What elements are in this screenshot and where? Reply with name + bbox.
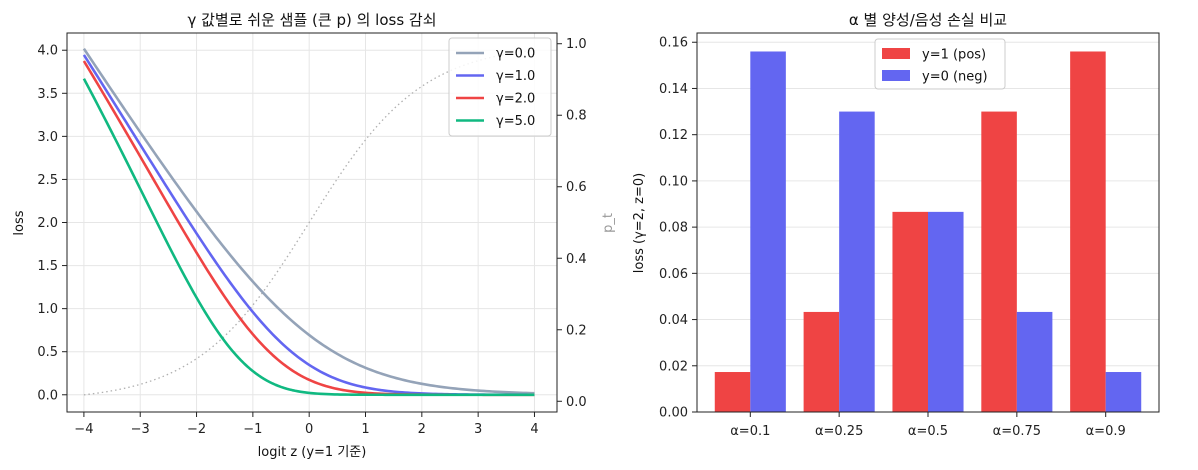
neg-bar [750,51,786,413]
right-y-ticks: 0.00 0.02 0.04 0.06 0.08 0.10 0.12 0.14 0.16 [659,36,697,421]
right-y-tick-label: 0.04 [659,313,688,328]
right-y-tick-label: 0.02 [659,359,688,374]
right-y-tick-label: 0.16 [659,36,688,51]
right-y-tick-label: 0.14 [659,82,688,97]
left-right-y-tick-label: 1.0 [566,37,587,52]
left-y-ticks: 0.0 0.5 1.0 1.5 2.0 2.5 3.0 3.5 4.0 [37,44,67,403]
left-chart: γ 값별로 쉬운 샘플 (큰 p) 의 loss 감쇠 −4 −3 −2 −1 0 1 2 3… [12,11,616,460]
right-x-tick-label: α=0.5 [908,424,948,439]
neg-bar [1105,372,1142,412]
right-legend-label: y=0 (neg) [922,70,988,85]
left-x-tick-label: 1 [361,422,369,437]
left-y-tick-label: 4.0 [37,44,58,59]
left-y-tick-label: 0.0 [37,388,58,403]
left-legend-label: γ=5.0 [496,114,535,129]
left-right-y-tick-label: 0.8 [566,109,587,124]
left-legend-label: γ=1.0 [496,69,535,84]
left-legend-label: γ=0.0 [496,47,535,62]
left-legend-label: γ=2.0 [496,92,535,107]
left-right-y-tick-label: 0.6 [566,180,587,195]
left-right-y-axis-label: p_t [601,213,616,233]
left-y-tick-label: 2.0 [37,216,58,231]
right-x-tick-label: α=0.25 [815,424,863,439]
pos-bar [803,311,840,412]
left-x-tick-label: 2 [418,422,426,437]
right-x-tick-label: α=0.75 [993,424,1041,439]
loss-curve-gamma-0 [82,47,535,395]
left-legend: γ=0.0 γ=1.0 γ=2.0 γ=5.0 [448,37,552,137]
loss-curve-gamma-3 [82,78,535,397]
left-y-tick-label: 1.0 [37,302,58,317]
right-legend-label: y=1 (pos) [922,48,986,63]
left-y-axis-label: loss [12,210,27,235]
neg-bar [928,211,964,412]
left-x-axis-label: logit z (y=1 기준) [258,445,367,460]
pos-bar [981,111,1017,412]
pos-bar [892,211,928,412]
right-y-tick-label: 0.08 [659,221,688,236]
left-x-tick-label: 4 [530,422,538,437]
pos-bar [714,372,751,412]
right-legend-swatch [882,70,910,81]
left-x-tick-label: −4 [74,422,93,437]
left-right-y-tick-label: 0.2 [566,323,587,338]
right-x-tick-label: α=0.9 [1086,424,1126,439]
left-legend-frame [448,37,552,137]
left-right-y-tick-label: 0.0 [566,395,587,410]
right-y-tick-label: 0.06 [659,267,688,282]
right-legend: y=1 (pos) y=0 (neg) [874,38,1006,90]
pos-bar [1070,51,1106,413]
left-x-tick-label: −3 [131,422,150,437]
right-y-tick-label: 0.12 [659,128,688,143]
left-y-tick-label: 2.5 [37,173,58,188]
left-right-y-ticks: 0.0 0.2 0.4 0.6 0.8 1.0 [557,37,587,410]
left-chart-title: γ 값별로 쉬운 샘플 (큰 p) 의 loss 감쇠 [187,11,436,29]
right-y-axis-label: loss (γ=2, z=0) [632,173,647,274]
left-x-tick-label: 0 [305,422,313,437]
neg-bar [1016,311,1053,412]
right-chart-title: α 별 양성/음성 손실 비교 [849,11,1007,29]
left-y-tick-label: 1.5 [37,259,58,274]
left-y-tick-label: 3.5 [37,87,58,102]
left-grid [67,33,557,412]
left-y-tick-label: 0.5 [37,345,58,360]
left-x-tick-label: −2 [187,422,206,437]
left-y-tick-label: 3.0 [37,130,58,145]
right-y-tick-label: 0.00 [659,406,688,421]
left-x-ticks: −4 −3 −2 −1 0 1 2 3 4 [74,412,539,437]
right-bars [714,51,1142,413]
right-y-tick-label: 0.10 [659,174,688,189]
right-legend-swatch [882,48,910,59]
left-x-tick-label: 3 [474,422,482,437]
right-x-ticks: α=0.1 α=0.25 α=0.5 α=0.75 α=0.9 [730,412,1126,439]
right-chart: α 별 양성/음성 손실 비교 α=0.1 α=0.25 α=0.5 α=0.75 α=… [632,11,1160,439]
left-right-y-tick-label: 0.4 [566,252,587,267]
left-x-tick-label: −1 [243,422,262,437]
right-x-tick-label: α=0.1 [730,424,770,439]
neg-bar [839,111,875,412]
